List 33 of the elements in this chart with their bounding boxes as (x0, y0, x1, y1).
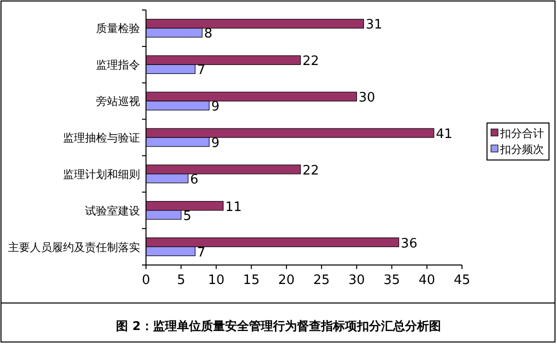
y-tick-label: 质量检验 (96, 22, 140, 36)
x-tick-label: 0 (142, 273, 150, 288)
data-label: 7 (197, 63, 206, 78)
y-tick-label: 监理抽检与验证 (63, 132, 140, 144)
x-tick-label: 30 (348, 273, 365, 288)
data-label: 41 (436, 127, 452, 142)
x-tick-label: 10 (208, 273, 224, 288)
text: 图 2：监理单位质量安全管理行为督查指标项扣分汇总分析图 (116, 319, 441, 333)
data-label: 11 (225, 200, 242, 215)
x-tick-label: 20 (278, 273, 295, 288)
x-tick-label: 35 (384, 273, 400, 288)
y-tick-label: 旁站巡视 (96, 95, 140, 108)
legend-label: 扣分频次 (499, 143, 544, 156)
data-label: 31 (366, 18, 382, 33)
legend-label: 扣分合计 (499, 127, 544, 140)
data-label: 22 (302, 163, 320, 178)
data-label: 30 (358, 90, 376, 106)
y-tick-label: 试验室建设 (85, 204, 140, 218)
x-tick-label: 45 (454, 273, 470, 288)
data-label: 7 (197, 245, 206, 260)
y-tick-label: 主要人员履约及责任制落实 (8, 240, 140, 254)
y-tick-label: 监理指令 (96, 58, 140, 72)
data-label: 22 (302, 54, 320, 70)
y-tick-label: 监理计划和细则 (63, 168, 140, 181)
data-label: 9 (211, 136, 220, 151)
data-label: 5 (183, 208, 192, 224)
x-tick-label: 40 (418, 273, 436, 288)
x-tick-label: 15 (243, 273, 260, 288)
data-label: 6 (190, 172, 198, 188)
x-tick-label: 25 (313, 273, 330, 288)
data-label: 36 (400, 236, 418, 252)
x-tick-label: 5 (176, 273, 186, 288)
data-label: 9 (211, 100, 220, 115)
